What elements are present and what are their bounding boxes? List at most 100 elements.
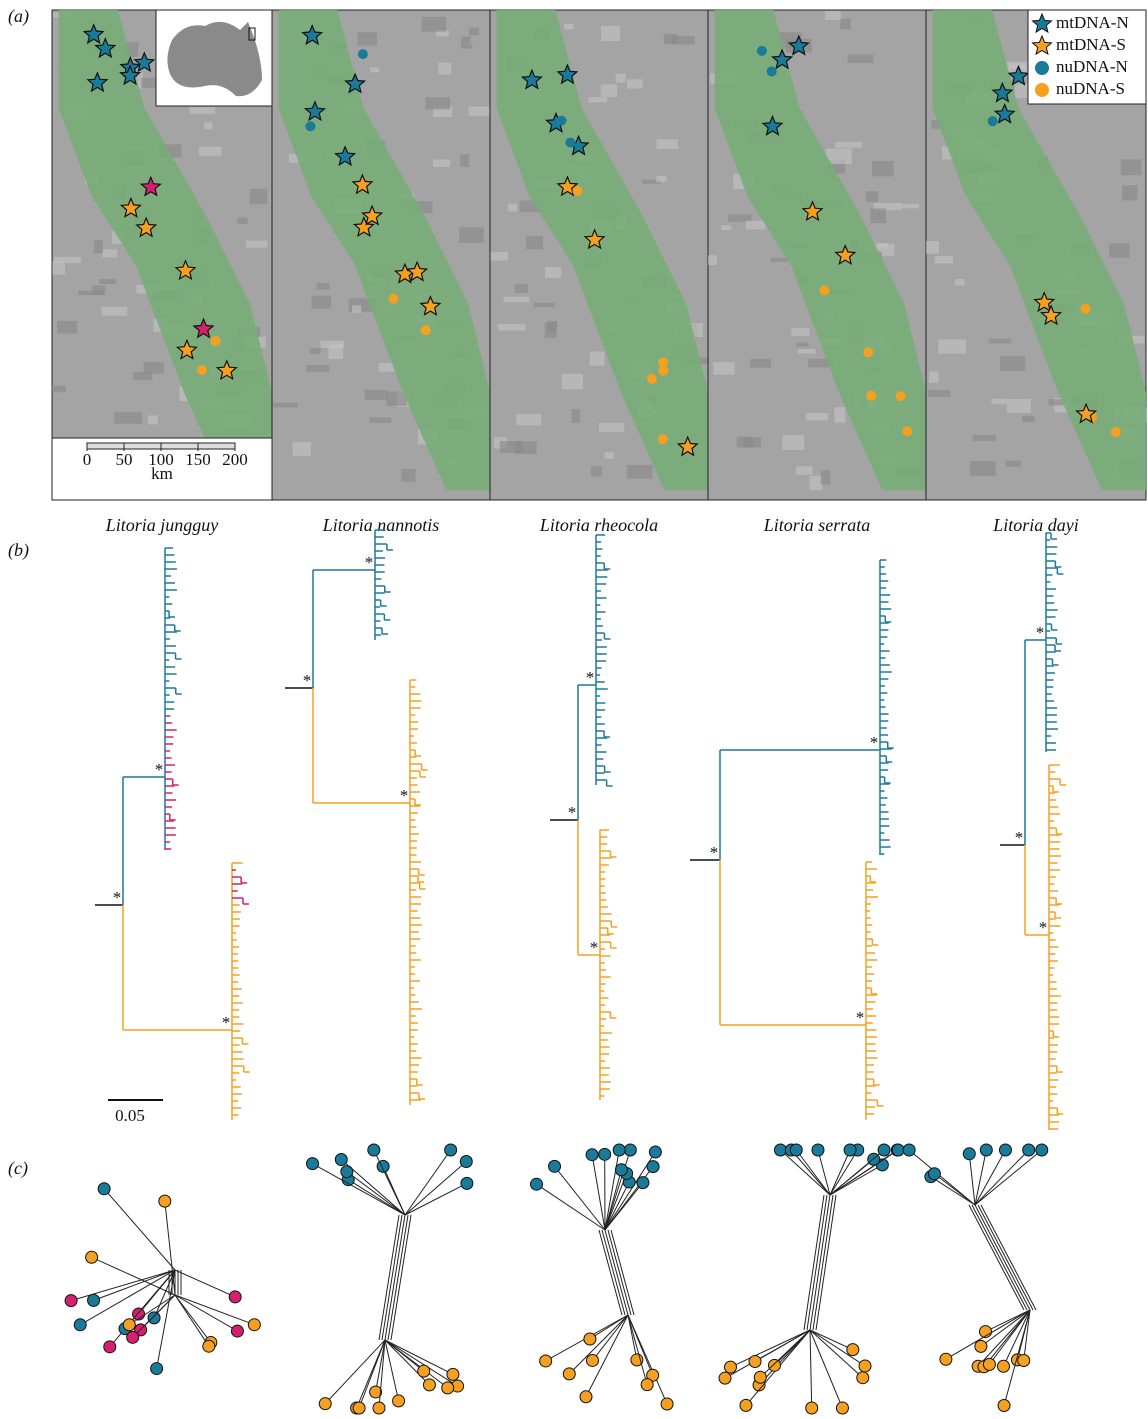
network-edge bbox=[379, 1340, 385, 1408]
relief-shade bbox=[926, 241, 939, 254]
network-edge bbox=[605, 1150, 619, 1230]
relief-shade bbox=[422, 17, 447, 32]
network-edge bbox=[382, 1215, 402, 1340]
relief-shade bbox=[272, 403, 297, 408]
network-node bbox=[98, 1183, 110, 1195]
relief-shade bbox=[99, 279, 116, 284]
network-edge bbox=[175, 1295, 254, 1325]
relief-shade bbox=[825, 11, 841, 20]
network-node bbox=[159, 1195, 171, 1207]
network-node bbox=[65, 1295, 77, 1307]
network-edge bbox=[972, 1205, 1027, 1310]
network-edge bbox=[605, 1183, 643, 1230]
network-node bbox=[563, 1368, 575, 1380]
support-marker: * bbox=[365, 553, 374, 572]
relief-shade bbox=[562, 374, 583, 389]
network-node bbox=[980, 1144, 992, 1156]
network-node bbox=[530, 1178, 542, 1190]
network-node bbox=[999, 1144, 1011, 1156]
network-edge bbox=[830, 1165, 882, 1195]
relief-shade bbox=[750, 359, 771, 368]
relief-shade bbox=[806, 413, 828, 420]
network-edge bbox=[830, 1150, 884, 1195]
relief-shade bbox=[500, 441, 523, 453]
network-node bbox=[549, 1160, 561, 1172]
figure: (a) (b) (c) Litoria jungguyLitoria nanno… bbox=[0, 0, 1148, 1419]
network-node bbox=[461, 1177, 473, 1189]
relief-shade bbox=[970, 461, 996, 476]
support-marker: * bbox=[590, 938, 599, 957]
network-edge bbox=[978, 1205, 1033, 1310]
network-node bbox=[319, 1398, 331, 1410]
relief-shade bbox=[54, 257, 81, 263]
network-node bbox=[847, 1344, 859, 1356]
relief-shade bbox=[190, 107, 216, 114]
network-node bbox=[353, 1402, 365, 1414]
relief-shade bbox=[102, 307, 128, 316]
network-edge bbox=[969, 1205, 1024, 1310]
relief-shade bbox=[601, 84, 617, 96]
network-edge bbox=[813, 1195, 833, 1330]
network-edge bbox=[810, 1195, 830, 1330]
relief-shade bbox=[358, 32, 377, 45]
network-node bbox=[997, 1360, 1009, 1372]
network-edge bbox=[347, 1172, 405, 1215]
network-edge bbox=[605, 1150, 630, 1230]
relief-shade bbox=[991, 399, 1006, 404]
sample-dot bbox=[658, 357, 668, 367]
tree-scale-label: 0.05 bbox=[115, 1106, 145, 1125]
relief-shade bbox=[791, 328, 809, 336]
relief-shade bbox=[370, 67, 379, 72]
network-node bbox=[231, 1325, 243, 1337]
relief-shade bbox=[616, 74, 626, 83]
species-name: Litoria dayi bbox=[992, 515, 1079, 535]
panel-label: (c) bbox=[8, 1158, 28, 1179]
sample-dot bbox=[556, 116, 566, 126]
network-node bbox=[790, 1144, 802, 1156]
relief-shade bbox=[601, 26, 620, 41]
relief-shade bbox=[401, 469, 415, 482]
network-node bbox=[442, 1382, 454, 1394]
relief-shade bbox=[52, 262, 65, 275]
network-edge bbox=[592, 1155, 605, 1230]
network-node bbox=[418, 1365, 430, 1377]
sample-dot bbox=[358, 49, 368, 59]
support-marker: * bbox=[870, 733, 879, 752]
support-marker: * bbox=[1036, 623, 1045, 642]
network-node bbox=[661, 1398, 673, 1410]
network-node bbox=[983, 1358, 995, 1370]
scale-label: 200 bbox=[222, 450, 248, 469]
relief-shade bbox=[796, 342, 809, 346]
relief-shade bbox=[901, 204, 919, 208]
network-node bbox=[445, 1144, 457, 1156]
network-node bbox=[812, 1144, 824, 1156]
network-node bbox=[1036, 1144, 1048, 1156]
relief-shade bbox=[498, 324, 526, 330]
relief-shade bbox=[57, 321, 77, 334]
relief-shade bbox=[840, 19, 851, 30]
relief-shade bbox=[433, 159, 450, 167]
page: {"panel_labels": {"a": "(a)", "b": "(b)"… bbox=[0, 0, 1148, 1419]
sample-dot bbox=[389, 294, 399, 304]
panel-label: (a) bbox=[8, 6, 29, 27]
relief-shade bbox=[1109, 243, 1130, 257]
network-node bbox=[540, 1355, 552, 1367]
sample-dot bbox=[1080, 304, 1090, 314]
legend-label: nuDNA-N bbox=[1056, 57, 1128, 76]
relief-shade bbox=[469, 28, 479, 36]
network-node bbox=[740, 1399, 752, 1411]
network-edge bbox=[975, 1150, 1005, 1205]
network-edge bbox=[830, 1150, 858, 1195]
network-node bbox=[580, 1391, 592, 1403]
network-edge bbox=[985, 1310, 1030, 1332]
relief-shade bbox=[306, 365, 329, 372]
network-node bbox=[393, 1395, 405, 1407]
network-node bbox=[248, 1319, 260, 1331]
network-edge bbox=[175, 1270, 235, 1297]
relief-shade bbox=[866, 191, 878, 202]
network-node bbox=[123, 1319, 135, 1331]
network-edge bbox=[602, 1230, 625, 1315]
network-node bbox=[368, 1144, 380, 1156]
sample-dot bbox=[767, 66, 777, 76]
network-edge bbox=[379, 1215, 399, 1340]
